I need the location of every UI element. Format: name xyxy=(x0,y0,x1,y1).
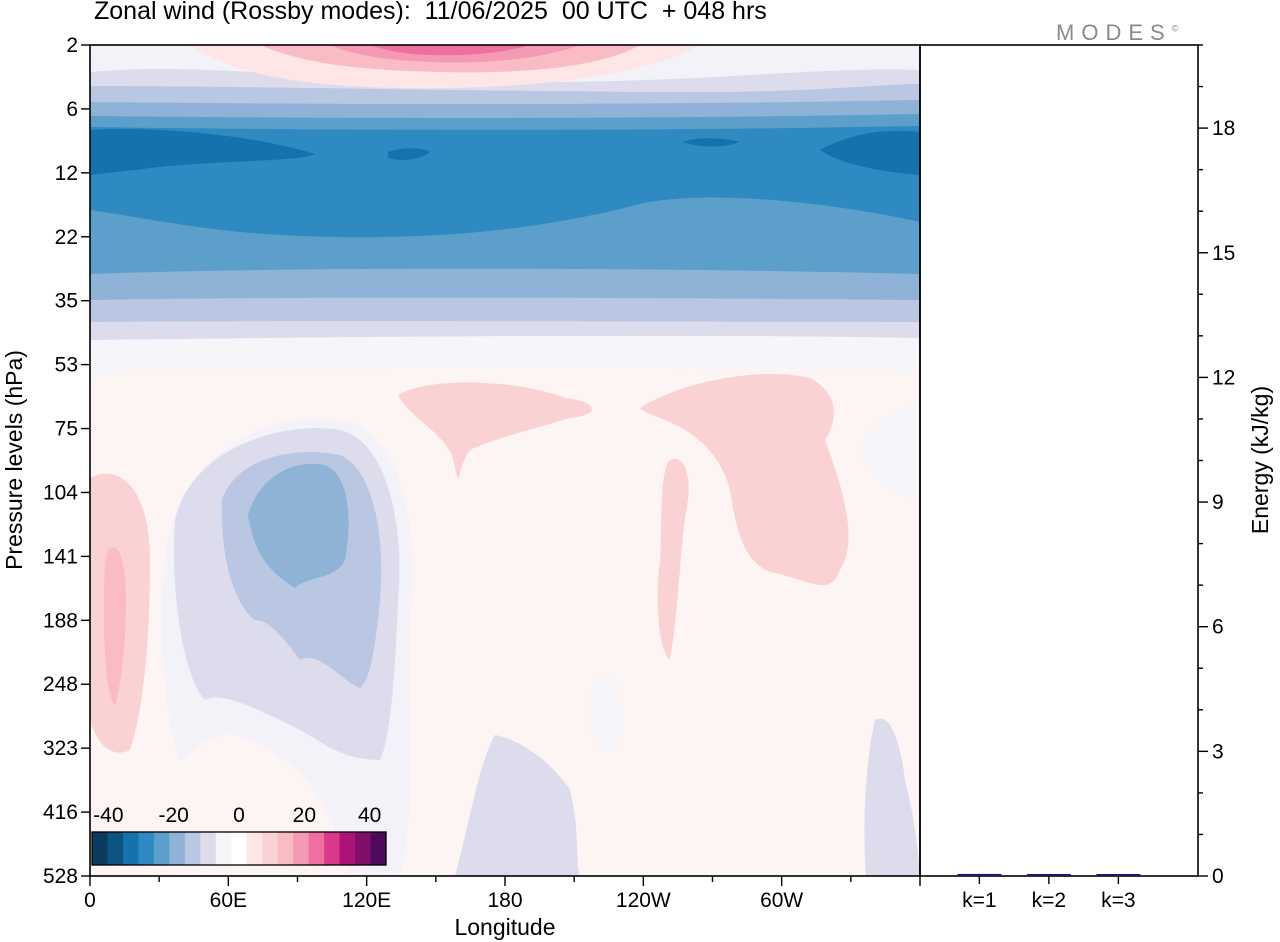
westerly-top-4 xyxy=(370,45,530,56)
energy-tick-label: 3 xyxy=(1212,740,1224,763)
logo-mark: © xyxy=(1171,23,1179,34)
easterly-low-1 xyxy=(455,735,580,876)
chart-title: Zonal wind (Rossby modes): 11/06/2025 00… xyxy=(94,0,767,25)
y-axis: 2 6 12 22 35 53 75 104 141 188 248 323 416 528 xyxy=(43,34,90,888)
jet-core-small-1 xyxy=(388,148,430,160)
x-tick-label: 0 xyxy=(84,889,96,912)
x-tick-label: 120W xyxy=(616,889,671,912)
westerly-patch-3 xyxy=(657,458,689,660)
colorbar-swatch xyxy=(370,832,387,865)
y-tick-label: 248 xyxy=(43,673,78,696)
colorbar-swatch xyxy=(262,832,279,865)
y-tick-label: 323 xyxy=(43,737,78,760)
energy-panel-frame xyxy=(919,44,1199,877)
westerly-patch-2 xyxy=(640,373,849,586)
y-tick-label: 141 xyxy=(43,545,78,568)
colorbar-swatch xyxy=(293,832,310,865)
energy-bar xyxy=(1096,874,1141,876)
y-tick-label: 6 xyxy=(66,98,78,121)
x-axis-title: Longitude xyxy=(454,914,555,940)
y-tick-label: 2 xyxy=(66,34,78,57)
zonal-wind-heatmap xyxy=(90,45,920,876)
jet-core-east xyxy=(820,130,920,175)
energy-tick-label: 12 xyxy=(1212,366,1235,389)
y-tick-label: 35 xyxy=(55,290,78,313)
westerly-patch-1 xyxy=(398,382,592,479)
jet-core-west xyxy=(90,129,315,175)
colorbar-swatch xyxy=(107,832,124,865)
logo-text: MODES xyxy=(1056,20,1172,45)
colorbar-swatch xyxy=(184,832,201,865)
weak-east-mid xyxy=(589,675,622,752)
weak-east-right xyxy=(860,405,920,500)
colorbar-swatch xyxy=(231,832,248,865)
colorbar-tick-label: 0 xyxy=(233,804,245,827)
westerly-west-inner xyxy=(104,547,126,705)
energy-bar-panel: 0 3 6 9 12 15 18 k=1 k=2 k=3 xyxy=(957,44,1235,912)
colorbar-swatch xyxy=(153,832,170,865)
y-tick-label: 22 xyxy=(55,226,78,249)
y-tick-label: 53 xyxy=(55,354,78,377)
energy-category-label: k=3 xyxy=(1101,889,1135,912)
energy-tick-label: 9 xyxy=(1212,491,1224,514)
energy-bar xyxy=(957,873,1002,876)
x-axis: 0 60E 120E 180 120W 60W xyxy=(84,876,921,912)
colorbar: -40 -20 0 20 40 xyxy=(91,804,387,866)
colorbar-swatch xyxy=(215,832,232,865)
y-tick-label: 12 xyxy=(55,162,78,185)
x-tick-label: 60E xyxy=(210,889,247,912)
colorbar-swatch xyxy=(246,832,263,865)
colorbar-tick-label: -40 xyxy=(93,804,123,827)
y-tick-label: 416 xyxy=(43,801,78,824)
colorbar-swatch xyxy=(308,832,325,865)
colorbar-swatch xyxy=(200,832,217,865)
easterly-cell-3 xyxy=(248,463,349,588)
colorbar-swatch xyxy=(169,832,186,865)
y-tick-label: 188 xyxy=(43,609,78,632)
energy-tick-label: 15 xyxy=(1212,242,1235,265)
x-tick-label: 60W xyxy=(760,889,803,912)
colorbar-swatch xyxy=(138,832,155,865)
colorbar-swatch xyxy=(339,832,356,865)
colorbar-swatch xyxy=(277,832,294,865)
colorbar-frame xyxy=(91,831,387,866)
colorbar-swatch xyxy=(122,832,139,865)
energy-tick-label: 6 xyxy=(1212,616,1224,639)
x-tick-label: 180 xyxy=(487,889,522,912)
modes-logo: MODES© xyxy=(1056,20,1178,46)
x-tick-label: 120E xyxy=(342,889,391,912)
energy-bar xyxy=(1026,874,1071,876)
colorbar-swatch xyxy=(355,832,372,865)
y-axis-title: Pressure levels (hPa) xyxy=(1,350,27,570)
y-tick-label: 104 xyxy=(43,481,78,504)
band-weak-east xyxy=(90,335,920,372)
colorbar-tick-label: 20 xyxy=(293,804,316,827)
energy-tick-label: 0 xyxy=(1212,865,1224,888)
y-tick-label: 528 xyxy=(43,865,78,888)
y-tick-label: 75 xyxy=(55,418,78,441)
energy-axis-title: Energy (kJ/kg) xyxy=(1247,386,1273,534)
colorbar-tick-label: 40 xyxy=(358,804,381,827)
energy-category-label: k=2 xyxy=(1032,889,1066,912)
energy-category-label: k=1 xyxy=(962,889,996,912)
colorbar-swatch xyxy=(324,832,341,865)
energy-tick-label: 18 xyxy=(1212,117,1235,140)
colorbar-swatch xyxy=(92,832,108,865)
colorbar-tick-label: -20 xyxy=(158,804,188,827)
jet-core-small-2 xyxy=(682,138,740,147)
easterly-low-2 xyxy=(864,718,920,876)
